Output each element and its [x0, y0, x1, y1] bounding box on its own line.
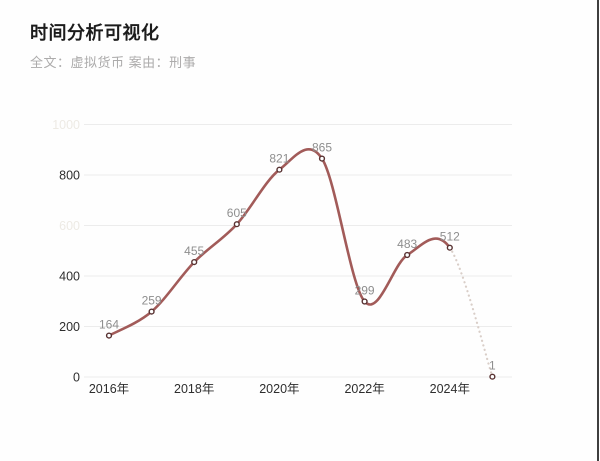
data-point-value-label: 259 [142, 294, 162, 308]
y-axis-tick-label: 0 [73, 371, 80, 385]
data-point-marker[interactable] [318, 155, 326, 162]
data-point-marker[interactable] [361, 298, 368, 305]
y-axis-faint-label: 600 [59, 219, 80, 233]
data-point-value-label: 299 [355, 284, 375, 298]
data-point-value-label: 483 [397, 237, 417, 251]
data-point-value-label: 164 [99, 318, 119, 332]
y-axis-tick-label: 400 [59, 270, 80, 284]
data-point-marker[interactable] [489, 373, 496, 380]
x-axis-tick-label: 2024年 [430, 382, 470, 396]
x-axis-tick-label: 2018年 [174, 382, 214, 396]
series-line [107, 147, 452, 337]
data-point-value-label: 821 [269, 152, 289, 166]
data-point-value-label: 455 [184, 244, 204, 258]
y-axis-tick-label: 800 [59, 169, 80, 183]
x-axis-tick-label: 2022年 [344, 382, 384, 396]
forecast-dotted-line [448, 246, 494, 378]
data-point-value-label: 1 [489, 359, 496, 373]
data-point-marker[interactable] [446, 244, 453, 251]
x-axis-tick-label: 2020年 [259, 382, 299, 396]
right-edge-border [597, 0, 599, 461]
data-point-marker[interactable] [233, 221, 240, 228]
data-point-value-label: 512 [440, 230, 460, 244]
x-axis-tick-label: 2016年 [89, 382, 129, 396]
data-point-marker[interactable] [148, 308, 155, 315]
data-point-marker[interactable] [276, 166, 283, 173]
y-axis-tick-label: 200 [59, 320, 80, 334]
data-point-value-label: 605 [227, 206, 247, 220]
filter-summary: 全文：虚拟货币 案由：刑事 [30, 55, 197, 70]
data-point-marker[interactable] [105, 332, 113, 339]
data-point-marker[interactable] [191, 259, 198, 266]
data-point-marker[interactable] [404, 251, 411, 259]
y-axis-faint-label: 1000 [52, 118, 80, 132]
data-point-value-label: 865 [312, 141, 332, 155]
page-title: 时间分析可视化 [30, 23, 160, 43]
